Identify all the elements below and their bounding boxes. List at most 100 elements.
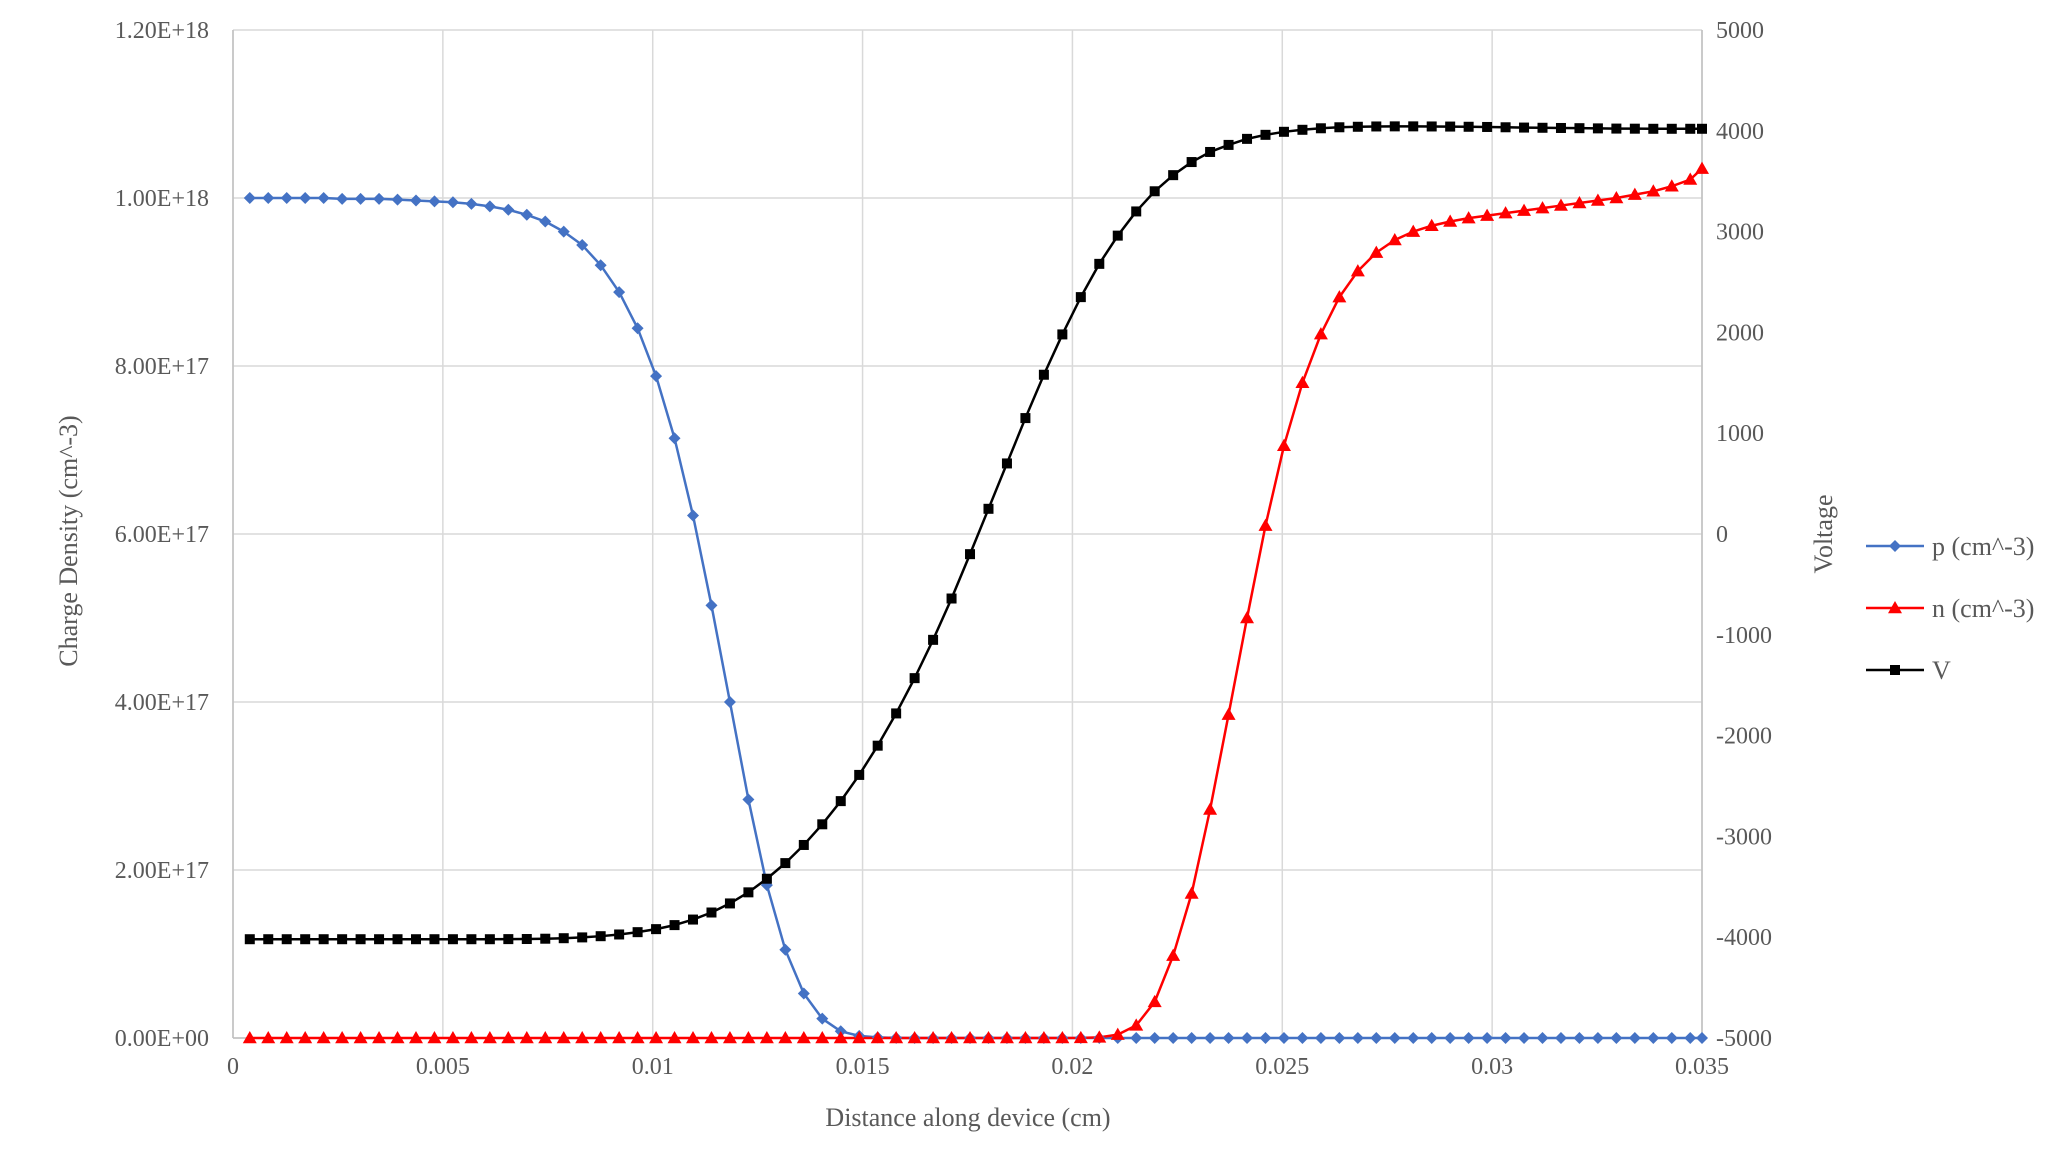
series-lines <box>249 125 1703 1040</box>
data-point-1 <box>261 1031 276 1044</box>
series-line-2 <box>249 125 1702 941</box>
data-point-2 <box>1352 121 1363 132</box>
data-point-2 <box>1057 329 1068 340</box>
y2-tick-label: 1000 <box>1716 421 1764 447</box>
data-point-2 <box>1278 126 1289 137</box>
x-tick-label: 0.025 <box>1255 1054 1309 1080</box>
tick-labels: 0 0.005 0.01 0.015 0.02 0.025 0.03 0.035 0.00E+0… <box>115 18 1772 1080</box>
data-point-1 <box>1480 208 1495 221</box>
series-line-0 <box>249 196 1702 1040</box>
legend-label: n (cm^-3) <box>1932 594 2034 623</box>
data-point-1 <box>1424 218 1439 231</box>
data-point-0 <box>1222 1032 1235 1044</box>
data-point-1 <box>1350 264 1365 277</box>
data-point-2 <box>780 858 791 869</box>
data-point-2 <box>1242 133 1253 144</box>
y2-axis-title: Voltage <box>1809 495 1838 574</box>
data-point-1 <box>833 1031 848 1044</box>
data-point-0 <box>613 286 626 299</box>
data-point-0 <box>779 943 792 956</box>
data-point-2 <box>1094 258 1105 269</box>
data-point-2 <box>355 934 366 945</box>
data-point-2 <box>1482 121 1493 132</box>
data-point-2 <box>1020 413 1031 424</box>
data-point-1 <box>1387 233 1402 246</box>
x-tick-label: 0.01 <box>632 1054 674 1080</box>
x-tick-label: 0.005 <box>416 1054 470 1080</box>
y-tick-label: 4.00E+17 <box>115 690 209 716</box>
data-point-2 <box>1666 123 1677 134</box>
y2-tick-label: 2000 <box>1716 320 1764 346</box>
data-point-0 <box>520 208 533 221</box>
data-point-0 <box>1370 1032 1383 1044</box>
data-point-1 <box>464 1031 479 1044</box>
data-point-0 <box>1167 1032 1180 1044</box>
data-point-2 <box>669 920 680 931</box>
data-point-2 <box>577 932 588 943</box>
data-point-2 <box>392 934 403 945</box>
data-point-0 <box>1628 1032 1641 1044</box>
x-tick-label: 0.02 <box>1051 1054 1093 1080</box>
data-point-1 <box>593 1031 608 1044</box>
data-point-0 <box>391 193 404 206</box>
data-point-2 <box>1334 122 1345 133</box>
data-point-2 <box>817 819 828 830</box>
data-point-1 <box>575 1031 590 1044</box>
data-point-1 <box>649 1031 664 1044</box>
data-point-1 <box>1664 179 1679 192</box>
data-point-1 <box>1018 1031 1033 1044</box>
data-point-2 <box>1592 123 1603 134</box>
data-point-0 <box>1333 1032 1346 1044</box>
data-point-0 <box>1518 1032 1531 1044</box>
data-point-1 <box>907 1031 922 1044</box>
data-point-2 <box>337 934 348 945</box>
data-point-1 <box>372 1031 387 1044</box>
data-point-2 <box>946 593 957 604</box>
data-point-0 <box>465 197 478 210</box>
data-point-0 <box>594 259 607 272</box>
data-point-1 <box>1609 191 1624 204</box>
data-point-1 <box>759 1031 774 1044</box>
legend: p (cm^-3) n (cm^-3) V <box>1866 532 2034 685</box>
data-point-2 <box>300 934 311 945</box>
data-point-0 <box>280 192 293 204</box>
data-point-0 <box>243 192 256 204</box>
data-point-2 <box>447 934 458 945</box>
data-point-0 <box>1647 1032 1660 1044</box>
data-point-2 <box>1131 206 1142 217</box>
data-point-2 <box>503 934 514 945</box>
data-point-2 <box>761 873 772 884</box>
y-tick-label: 6.00E+17 <box>115 522 209 548</box>
data-point-2 <box>1611 123 1622 134</box>
data-point-1 <box>1055 1031 1070 1044</box>
data-point-2 <box>318 934 329 945</box>
data-point-1 <box>1276 438 1291 452</box>
data-point-2 <box>1205 146 1216 157</box>
data-point-0 <box>687 509 700 522</box>
data-point-1 <box>445 1031 460 1044</box>
data-point-1 <box>1695 161 1709 174</box>
data-point-1 <box>1184 886 1199 899</box>
data-point-2 <box>909 673 920 684</box>
data-point-0 <box>1462 1032 1475 1044</box>
data-point-1 <box>815 1031 830 1044</box>
data-point-2 <box>1075 292 1086 303</box>
data-point-1 <box>1498 206 1513 219</box>
y2-tick-label: 5000 <box>1716 18 1764 44</box>
data-point-0 <box>1130 1032 1143 1044</box>
data-point-0 <box>1407 1032 1420 1044</box>
data-point-1 <box>1627 187 1642 200</box>
data-point-0 <box>1351 1032 1364 1044</box>
data-point-1 <box>999 1031 1014 1044</box>
data-point-2 <box>1389 121 1400 132</box>
data-point-2 <box>614 929 625 940</box>
data-point-1 <box>1517 203 1532 216</box>
data-point-1 <box>1369 245 1384 258</box>
data-point-0 <box>1277 1032 1290 1044</box>
y2-tick-label: 0 <box>1716 522 1728 548</box>
data-point-0 <box>336 192 349 205</box>
data-point-0 <box>1665 1032 1678 1044</box>
series-markers <box>242 121 1709 1044</box>
y2-tick-label: -4000 <box>1716 925 1772 951</box>
